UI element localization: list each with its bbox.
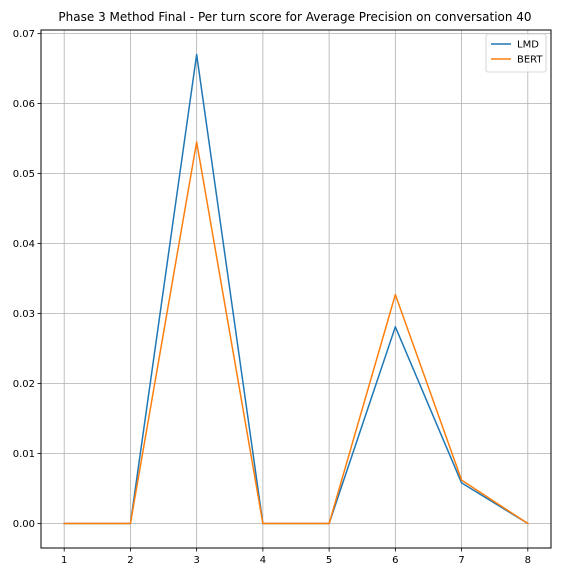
x-tick-label: 2 xyxy=(127,555,133,566)
series-line-bert xyxy=(63,141,529,525)
x-tick-label: 6 xyxy=(392,555,398,566)
y-tick-label: 0.04 xyxy=(13,239,35,250)
x-tick-label: 7 xyxy=(458,555,464,566)
y-tick-label: 0.02 xyxy=(13,379,35,390)
y-tick-label: 0.01 xyxy=(13,449,35,460)
grid xyxy=(41,30,551,548)
legend-label-lmd: LMD xyxy=(517,40,539,51)
plot-frame xyxy=(40,29,552,549)
x-tick-label: 1 xyxy=(61,555,67,566)
legend-label-bert: BERT xyxy=(517,55,543,66)
chart-title: Phase 3 Method Final - Per turn score fo… xyxy=(58,10,531,24)
legend: LMD BERT xyxy=(485,33,547,73)
y-tick-label: 0.00 xyxy=(13,519,35,530)
y-tick-label: 0.03 xyxy=(13,309,35,320)
x-tick-label: 4 xyxy=(260,555,266,566)
series-lines xyxy=(63,53,529,525)
x-tick-label: 5 xyxy=(326,555,332,566)
x-tick-label: 3 xyxy=(193,555,199,566)
y-axis: 0.00 0.01 0.02 0.03 0.04 0.05 0.06 0.07 xyxy=(13,29,41,530)
y-tick-label: 0.05 xyxy=(13,169,35,180)
x-tick-label: 8 xyxy=(525,555,531,566)
y-tick-label: 0.07 xyxy=(13,29,35,40)
y-tick-label: 0.06 xyxy=(13,99,35,110)
x-axis: 1 2 3 4 5 6 7 8 xyxy=(61,548,531,566)
